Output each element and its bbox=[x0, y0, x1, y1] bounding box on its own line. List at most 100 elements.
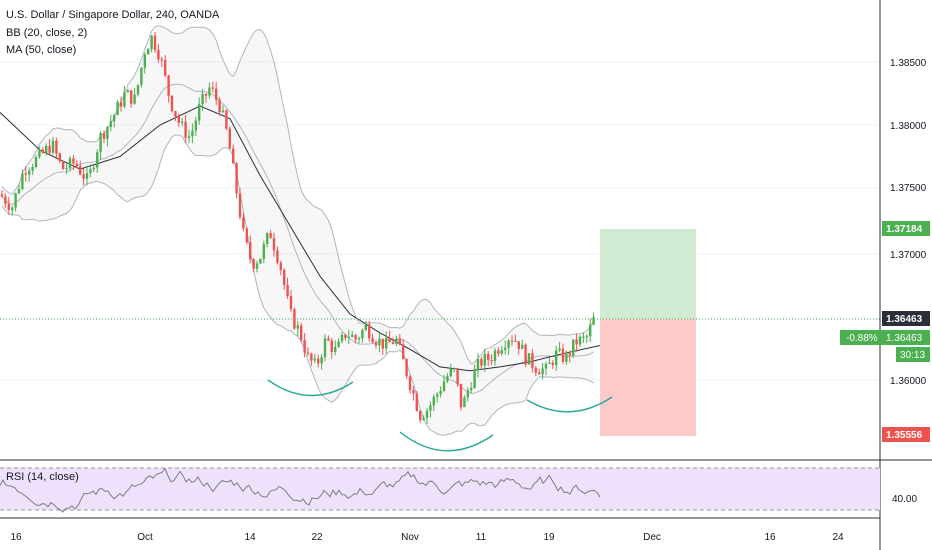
candle-body bbox=[493, 350, 497, 362]
candle-body bbox=[446, 375, 449, 382]
candle-body bbox=[123, 92, 126, 107]
candle-body bbox=[17, 188, 21, 194]
candle-body bbox=[113, 114, 116, 122]
candle-body bbox=[48, 145, 51, 153]
candle-body bbox=[463, 397, 466, 408]
candle-body bbox=[150, 35, 153, 50]
candle-body bbox=[82, 174, 85, 179]
candle-body bbox=[572, 339, 575, 356]
candle-body bbox=[68, 158, 72, 169]
candle-body bbox=[476, 359, 480, 371]
bollinger-bands bbox=[1, 25, 595, 436]
candle-body bbox=[252, 259, 255, 269]
candle-body bbox=[218, 99, 221, 113]
candle-body bbox=[249, 242, 252, 260]
candle-body bbox=[436, 394, 439, 397]
candle-body bbox=[378, 338, 381, 346]
stop-zone bbox=[600, 319, 696, 436]
candle-body bbox=[21, 173, 24, 189]
candle-body bbox=[181, 121, 184, 123]
candle-body bbox=[153, 35, 157, 50]
candle-body bbox=[174, 111, 177, 117]
candle-body bbox=[255, 263, 259, 269]
candle-body bbox=[483, 353, 486, 366]
candle-body bbox=[568, 352, 571, 356]
countdown-text: 30:13 bbox=[900, 350, 925, 361]
candle-body bbox=[266, 233, 269, 245]
candle-body bbox=[276, 250, 279, 263]
candle-body bbox=[487, 353, 490, 361]
x-tick-label: 16 bbox=[764, 532, 776, 543]
candle-body bbox=[58, 153, 61, 162]
candle-body bbox=[72, 158, 75, 164]
candle-body bbox=[514, 340, 517, 342]
candle-body bbox=[126, 90, 129, 93]
candle-body bbox=[201, 93, 204, 105]
candle-body bbox=[323, 338, 327, 358]
candle-body bbox=[211, 87, 214, 89]
stop-price-tag: 1.35556 bbox=[882, 427, 930, 442]
candle-body bbox=[45, 145, 48, 153]
candle-body bbox=[296, 325, 299, 329]
candle-body bbox=[306, 352, 310, 354]
candle-body bbox=[191, 130, 194, 137]
candle-body bbox=[534, 367, 537, 373]
candle-body bbox=[283, 269, 286, 285]
stop-price-text: 1.35556 bbox=[886, 430, 923, 441]
candle-body bbox=[300, 325, 303, 341]
candle-body bbox=[555, 350, 558, 366]
candle-body bbox=[228, 128, 231, 149]
x-tick-label: 24 bbox=[832, 532, 844, 543]
candle-body bbox=[582, 336, 585, 338]
candle-body bbox=[11, 207, 14, 210]
candle-body bbox=[398, 338, 401, 345]
candle-body bbox=[391, 342, 395, 344]
candle-body bbox=[561, 348, 565, 362]
candle-body bbox=[24, 173, 27, 175]
x-tick-label: Nov bbox=[401, 532, 419, 543]
last-price-repeat: 1.36463 bbox=[886, 333, 923, 344]
candle-body bbox=[310, 353, 313, 361]
candle-body bbox=[351, 335, 354, 337]
bb-indicator-label: BB (20, close, 2) bbox=[6, 27, 88, 39]
candle-body bbox=[4, 196, 7, 204]
candle-body bbox=[133, 94, 136, 104]
candle-body bbox=[286, 284, 289, 297]
chart-grid bbox=[0, 61, 880, 381]
candle-body bbox=[242, 217, 245, 229]
candle-body bbox=[303, 340, 306, 353]
candle-body bbox=[41, 149, 44, 153]
candle-body bbox=[473, 370, 476, 389]
candle-body bbox=[92, 167, 95, 170]
price-axis: 1.38500 1.38000 1.37500 1.37000 1.36000 … bbox=[890, 58, 927, 505]
candle-body bbox=[480, 359, 483, 366]
candle-body bbox=[317, 358, 320, 364]
candle-body bbox=[235, 163, 238, 194]
candle-body bbox=[31, 167, 34, 171]
candle-body bbox=[531, 353, 534, 368]
candle-body bbox=[459, 383, 463, 408]
candle-body bbox=[208, 87, 211, 96]
candle-body bbox=[425, 410, 429, 418]
candle-body bbox=[507, 340, 510, 348]
candle-body bbox=[164, 60, 167, 76]
candle-body bbox=[442, 381, 446, 391]
candle-body bbox=[439, 390, 442, 395]
candle-body bbox=[578, 336, 582, 345]
candle-body bbox=[368, 324, 371, 339]
candle-body bbox=[558, 348, 561, 351]
candle-body bbox=[177, 116, 180, 123]
candle-body bbox=[238, 193, 242, 218]
candle-body bbox=[269, 233, 272, 239]
candle-body bbox=[170, 95, 174, 112]
candle-body bbox=[279, 262, 282, 270]
candle-body bbox=[313, 358, 316, 361]
candle-body bbox=[497, 350, 500, 354]
candle-body bbox=[99, 133, 102, 153]
candle-body bbox=[415, 393, 418, 411]
candle-body bbox=[548, 362, 551, 364]
candle-body bbox=[140, 67, 143, 85]
candle-body bbox=[541, 368, 544, 375]
target-price-tag: 1.37184 bbox=[882, 221, 930, 236]
